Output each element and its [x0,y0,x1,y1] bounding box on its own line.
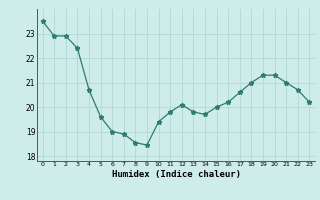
X-axis label: Humidex (Indice chaleur): Humidex (Indice chaleur) [111,170,241,179]
